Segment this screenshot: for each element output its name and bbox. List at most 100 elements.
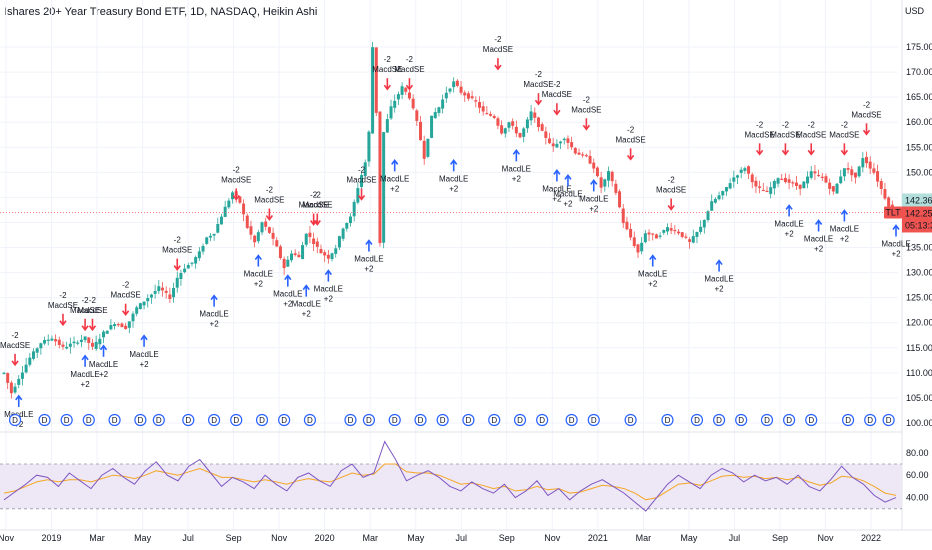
time-axis-tick: Jul <box>729 533 741 543</box>
candle-body <box>385 119 389 133</box>
dividend-marker-label: D <box>281 416 287 425</box>
candle-body <box>411 98 415 109</box>
dividend-marker-icon[interactable] <box>182 413 195 427</box>
candle-body <box>382 132 386 243</box>
candle-body <box>721 191 725 196</box>
dividend-marker-icon[interactable] <box>864 413 877 427</box>
dividend-marker-icon[interactable] <box>344 413 357 427</box>
dividend-marker-icon[interactable] <box>8 413 22 427</box>
candle-body <box>713 198 717 203</box>
candle-body <box>127 321 131 328</box>
dividend-marker-icon[interactable] <box>783 413 796 427</box>
candle-body <box>688 239 692 242</box>
signal-label: MacdLE <box>542 184 571 193</box>
candle-body <box>205 237 209 244</box>
time-axis-tick: May <box>407 533 425 543</box>
dividend-marker-icon[interactable] <box>60 413 73 427</box>
dividend-marker-icon[interactable] <box>362 413 376 427</box>
dividend-marker-icon[interactable] <box>38 413 51 427</box>
dividend-marker-icon[interactable] <box>587 413 600 427</box>
sell-arrow-icon <box>173 265 181 271</box>
candle-body <box>363 162 367 177</box>
candle-body <box>533 112 537 118</box>
dividend-marker-label: D <box>440 416 446 425</box>
signal-value: -2 <box>668 175 676 184</box>
dividend-marker-icon[interactable] <box>462 413 475 427</box>
ticker-badge-label: TLT <box>885 207 901 217</box>
currency-label: USD <box>905 6 925 16</box>
dividend-marker-icon[interactable] <box>134 413 147 427</box>
dividend-marker-icon[interactable] <box>436 413 449 427</box>
signal-value: -2 <box>841 120 849 129</box>
dividend-marker-icon[interactable] <box>108 413 121 427</box>
dividend-marker-icon[interactable] <box>152 413 165 427</box>
dividend-marker-icon[interactable] <box>388 413 401 427</box>
candle-body <box>28 357 32 365</box>
candle-body <box>614 183 618 193</box>
dividend-marker-icon[interactable] <box>513 413 527 427</box>
dividend-marker-icon[interactable] <box>661 413 674 427</box>
candle-body <box>20 372 24 379</box>
signal-label: MacdLE <box>314 285 343 294</box>
candle-body <box>242 203 246 215</box>
candle-body <box>662 230 666 233</box>
sell-arrow-icon <box>383 84 391 91</box>
signal-value: -2 <box>627 125 635 134</box>
dividend-marker-icon[interactable] <box>712 413 726 427</box>
dividend-marker-label: D <box>112 416 118 425</box>
signal-value: +2 <box>324 295 334 304</box>
signal-value: +2 <box>512 174 522 183</box>
dividend-marker-icon[interactable] <box>882 413 895 427</box>
candle-body <box>197 251 201 259</box>
signal-value: +2 <box>814 244 824 253</box>
candle-body <box>846 168 850 170</box>
candle-body <box>710 201 714 211</box>
dividend-marker-label: D <box>64 416 70 425</box>
price-label-box <box>902 206 932 233</box>
dividend-marker-icon[interactable] <box>760 413 774 427</box>
signal-label: MacdSE <box>394 65 424 74</box>
candle-body <box>286 259 290 267</box>
signal-label: MacdSE <box>111 291 141 300</box>
price-axis-tick: 110.00 <box>906 368 932 378</box>
dividend-marker-icon[interactable] <box>805 413 818 427</box>
candle-body <box>850 169 854 176</box>
dividend-marker-icon[interactable] <box>841 413 855 427</box>
dividend-marker-icon[interactable] <box>278 413 291 427</box>
buy-arrow-icon <box>365 239 373 246</box>
candle-body <box>695 231 699 237</box>
dividend-marker-icon[interactable] <box>488 413 501 427</box>
candle-body <box>489 113 493 116</box>
signal-label: MacdSE <box>656 185 686 194</box>
dividend-marker-label: D <box>867 416 873 425</box>
dividend-marker-icon[interactable] <box>690 413 704 427</box>
dividend-marker-icon[interactable] <box>255 413 269 427</box>
dividend-marker-icon[interactable] <box>230 413 243 427</box>
signal-label: MacdSE <box>254 195 284 204</box>
buy-arrow-icon <box>840 209 849 215</box>
buy-arrow-icon <box>715 259 723 266</box>
dividend-marker-icon[interactable] <box>82 413 95 427</box>
dividend-marker-icon[interactable] <box>414 413 427 427</box>
sell-arrow-icon <box>405 84 414 91</box>
dividend-marker-label: D <box>665 416 671 425</box>
dividend-marker-icon[interactable] <box>303 413 317 427</box>
candle-body <box>348 216 352 224</box>
signal-label: MacdLE <box>70 370 99 379</box>
signal-label: MacdSE <box>571 105 601 114</box>
candle-body <box>407 92 411 99</box>
price-axis-tick: 115.00 <box>906 343 932 353</box>
candle-body <box>769 187 773 194</box>
dividend-marker-icon[interactable] <box>735 413 748 427</box>
dividend-marker-icon[interactable] <box>536 413 549 427</box>
candle-body <box>883 189 887 199</box>
candle-body <box>271 232 275 239</box>
signal-label: MacdLE <box>804 234 833 243</box>
dividend-marker-icon[interactable] <box>624 413 637 427</box>
candle-body <box>404 87 408 92</box>
dividend-marker-icon[interactable] <box>207 413 221 427</box>
candle-body <box>643 233 647 243</box>
candle-body <box>319 249 323 254</box>
dividend-marker-icon[interactable] <box>565 413 578 427</box>
